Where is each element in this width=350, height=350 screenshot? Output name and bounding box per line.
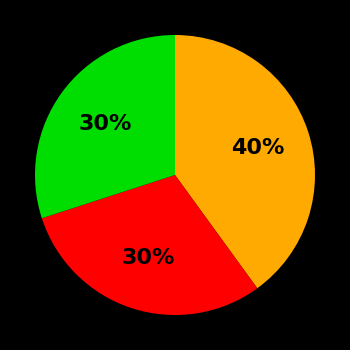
Wedge shape xyxy=(175,35,315,288)
Wedge shape xyxy=(35,35,175,218)
Text: 40%: 40% xyxy=(231,138,284,158)
Text: 30%: 30% xyxy=(78,114,132,134)
Wedge shape xyxy=(42,175,257,315)
Text: 30%: 30% xyxy=(121,247,175,267)
